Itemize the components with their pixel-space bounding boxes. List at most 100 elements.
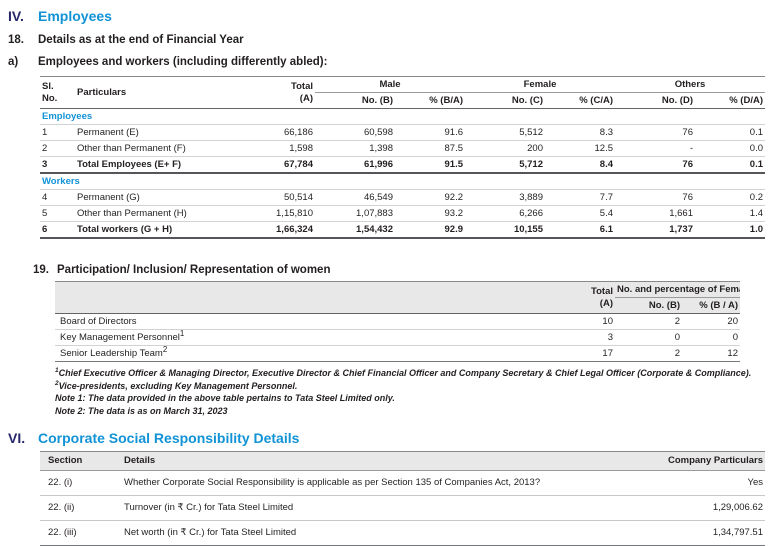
t18-male-pct: 92.2 [395,189,465,206]
table-row: 4 Permanent (G) 50,514 46,549 92.2 3,889… [40,189,765,206]
t18-others-pct: 1.0 [695,221,765,239]
employees-workers-table: Sl. No. Particulars Total (A) Male Femal… [40,76,765,239]
t18-female-pct: 8.3 [545,124,615,141]
superscript: 1 [179,329,185,338]
t22-details: Net worth (in ₹ Cr.) for Tata Steel Limi… [122,520,662,546]
superscript: 2 [162,345,168,354]
t18-sl: 4 [40,189,75,206]
item-19-title: Participation/ Inclusion/ Representation… [57,264,331,276]
footnote-note-2: Note 2: The data is as on March 31, 2023 [55,405,228,416]
t18-female-no: 6,266 [465,205,545,222]
t22-details: Turnover (in ₹ Cr.) for Tata Steel Limit… [122,495,662,521]
t18-female-pct: 5.4 [545,205,615,222]
t18-header-sl-no: Sl. No. [40,76,75,109]
t18-others-no: 76 [615,124,695,141]
item-a-title: Employees and workers (including differe… [38,56,328,68]
report-page: IV. Employees 18. Details as at the end … [8,8,765,546]
t18-male-no: 60,598 [315,124,395,141]
item-18-numeral: 18. [8,34,24,46]
table-row: 1 Permanent (E) 66,186 60,598 91.6 5,512… [40,124,765,141]
t18-female-pct: 8.4 [545,156,615,174]
t19-no-b: 0 [615,329,682,346]
table-row: 22. (ii) Turnover (in ₹ Cr.) for Tata St… [40,495,765,521]
t19-category: Senior Leadership Team2 [55,345,560,362]
t18-others-pct: 0.0 [695,140,765,157]
t18-header-total-a: Total (A) [245,76,315,109]
item-a-numeral: a) [8,56,19,68]
table-row: Key Management Personnel1 3 0 0 [55,329,740,346]
t18-particulars: Other than Permanent (H) [75,205,245,222]
t18-male-no: 1,398 [315,140,395,157]
footnotes: 1Chief Executive Officer & Managing Dire… [55,367,760,417]
table-row: Senior Leadership Team2 17 2 12 [55,345,740,362]
t18-header-female-no: No. (C) [465,92,545,109]
footnote-2: 2Vice-presidents, excluding Key Manageme… [55,379,298,391]
t18-total: 66,186 [245,124,315,141]
t18-others-no: 1,661 [615,205,695,222]
t18-others-pct: 0.2 [695,189,765,206]
t19-pct-ba: 12 [682,345,740,362]
superscript: 2 [55,379,59,387]
t19-total: 17 [560,345,615,362]
t22-details: Whether Corporate Social Responsibility … [122,470,662,496]
t18-male-no: 1,54,432 [315,221,395,239]
t19-pct-ba: 0 [682,329,740,346]
t18-header-group-female: Female [465,76,615,93]
section-vi-title: Corporate Social Responsibility Details [38,430,300,446]
t18-sl: 5 [40,205,75,222]
t19-header-no-b: No. (B) [615,297,682,314]
t19-category: Board of Directors [55,313,560,330]
t19-header-group-females: No. and percentage of Females [615,281,740,298]
item-18-heading: 18. Details as at the end of Financial Y… [8,33,765,47]
t18-female-pct: 12.5 [545,140,615,157]
section-iv-title: Employees [38,8,112,24]
t18-total: 1,66,324 [245,221,315,239]
t18-section-employees: Employees [40,108,765,125]
item-19-heading: 19. Participation/ Inclusion/ Representa… [33,263,765,277]
t18-others-no: 1,737 [615,221,695,239]
t18-sl: 3 [40,156,75,174]
t19-pct-ba: 20 [682,313,740,330]
t22-value: Yes [662,470,765,496]
t18-others-no: - [615,140,695,157]
t18-female-no: 10,155 [465,221,545,239]
table-row: Board of Directors 10 2 20 [55,313,740,330]
section-iv-numeral: IV. [8,8,24,24]
t18-header-particulars: Particulars [75,76,245,109]
t18-header-group-male: Male [315,76,465,93]
t19-category: Key Management Personnel1 [55,329,560,346]
t18-total: 50,514 [245,189,315,206]
t18-sl: 6 [40,221,75,239]
item-a-heading: a) Employees and workers (including diff… [8,55,765,69]
t18-male-no: 61,996 [315,156,395,174]
t18-female-no: 200 [465,140,545,157]
t18-male-no: 1,07,883 [315,205,395,222]
t18-others-pct: 1.4 [695,205,765,222]
t22-value: 1,34,797.51 [662,520,765,546]
t22-header-details: Details [122,451,662,471]
t18-total: 1,598 [245,140,315,157]
t18-header-male-no: No. (B) [315,92,395,109]
t18-male-pct: 93.2 [395,205,465,222]
superscript: 1 [55,367,59,374]
t22-section: 22. (iii) [40,520,122,546]
t18-particulars: Other than Permanent (F) [75,140,245,157]
t18-header-female-pct: % (C/A) [545,92,615,109]
t19-no-b: 2 [615,313,682,330]
item-18-title: Details as at the end of Financial Year [38,34,244,46]
t18-male-pct: 91.6 [395,124,465,141]
footnote-note-1: Note 1: The data provided in the above t… [55,393,395,403]
table-row: 5 Other than Permanent (H) 1,15,810 1,07… [40,205,765,222]
t18-total: 1,15,810 [245,205,315,222]
t18-others-no: 76 [615,189,695,206]
t18-section-workers: Workers [40,173,765,190]
t18-header-male-pct: % (B/A) [395,92,465,109]
csr-details-table: Section Details Company Particulars 22. … [40,451,765,546]
t18-particulars: Total Employees (E+ F) [75,156,245,174]
t18-male-pct: 87.5 [395,140,465,157]
t18-sl: 2 [40,140,75,157]
t18-female-no: 3,889 [465,189,545,206]
section-iv-heading: IV. Employees [8,8,765,25]
t18-others-no: 76 [615,156,695,174]
t18-particulars: Total workers (G + H) [75,221,245,239]
